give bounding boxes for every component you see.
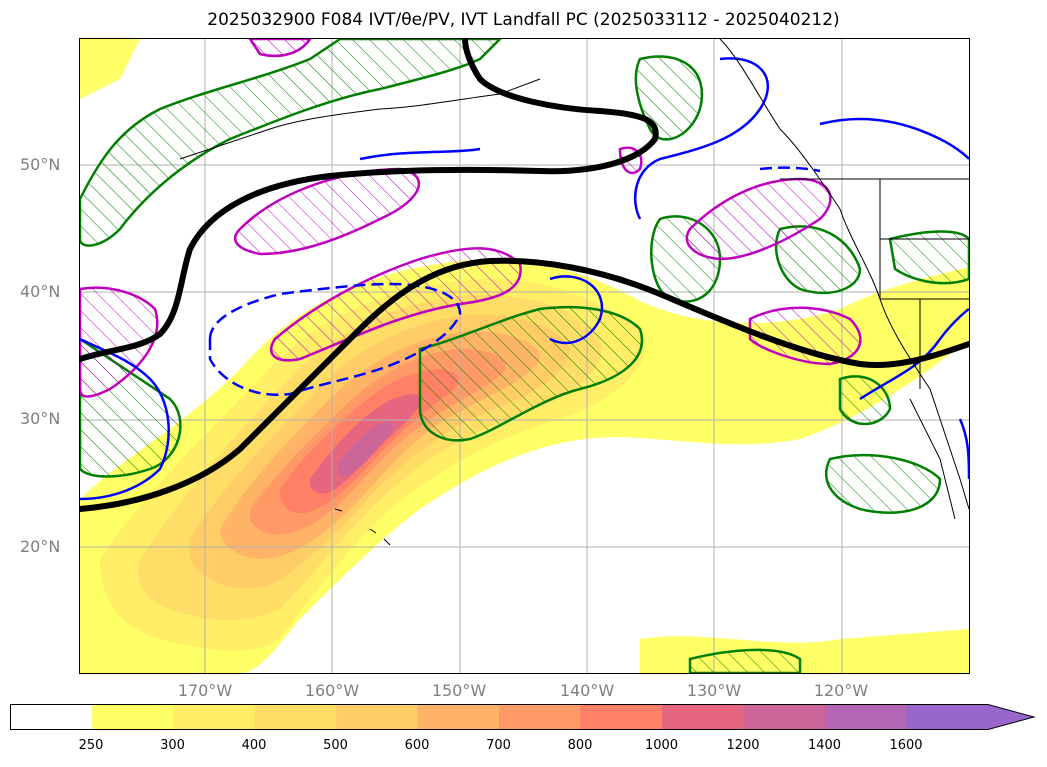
colorbar-tick-label: 800 bbox=[567, 738, 593, 753]
colorbar-tick-label: 400 bbox=[241, 738, 267, 753]
lat-label-30n: 30°N bbox=[20, 409, 61, 428]
blue-contour bbox=[208, 282, 462, 397]
lon-label-150w: 150°W bbox=[431, 681, 487, 700]
colorbar-extend-arrow bbox=[906, 704, 1034, 730]
colorbar-segment bbox=[662, 704, 744, 730]
ivt-colorbar bbox=[10, 704, 1036, 730]
colorbar-segment bbox=[499, 704, 581, 730]
black-contour bbox=[80, 257, 969, 512]
colorbar-outline bbox=[10, 704, 1036, 730]
colorbar-segment bbox=[580, 704, 663, 730]
state-borders bbox=[879, 179, 969, 389]
magenta-contour bbox=[234, 167, 420, 256]
colorbar-tick-label: 1200 bbox=[726, 738, 760, 753]
lat-label-50n: 50°N bbox=[20, 155, 61, 174]
baja-coast bbox=[909, 398, 956, 520]
colorbar-tick-label: 600 bbox=[404, 738, 430, 753]
colorbar-tick-label: 1000 bbox=[644, 738, 679, 753]
colorbar-tick-label: 1400 bbox=[807, 738, 842, 753]
blue-contour bbox=[819, 117, 969, 160]
map-canvas bbox=[80, 39, 969, 673]
colorbar-tick-label: 700 bbox=[486, 738, 511, 753]
green-contour bbox=[418, 305, 644, 442]
blue-contour bbox=[359, 147, 481, 161]
ivt-1200-fill bbox=[336, 421, 394, 477]
magenta-contour bbox=[685, 177, 832, 261]
colorbar-segment bbox=[91, 704, 174, 730]
colorbar-tick-label: 1600 bbox=[889, 738, 923, 753]
green-contour bbox=[774, 225, 862, 295]
ivt-250-fill bbox=[80, 39, 140, 99]
colorbar-segment bbox=[173, 704, 255, 730]
lon-label-140w: 140°W bbox=[559, 681, 615, 700]
colorbar-tick-label: 500 bbox=[323, 738, 348, 753]
black-contour bbox=[80, 39, 659, 362]
colorbar-segment bbox=[743, 704, 826, 730]
magenta-contour bbox=[80, 286, 159, 398]
colorbar-segment-below bbox=[10, 704, 92, 730]
magenta-contour bbox=[269, 247, 522, 362]
lon-label-170w: 170°W bbox=[177, 681, 233, 700]
colorbar-segment bbox=[417, 704, 500, 730]
magenta-contour bbox=[748, 306, 862, 366]
colorbar-segment bbox=[336, 704, 418, 730]
blue-contour bbox=[633, 57, 770, 220]
green-contour bbox=[634, 55, 704, 141]
alaska-coast bbox=[179, 78, 541, 160]
map-panel bbox=[79, 38, 970, 674]
lat-label-20n: 20°N bbox=[20, 537, 61, 556]
blue-contour bbox=[80, 337, 170, 501]
lon-label-130w: 130°W bbox=[686, 681, 742, 700]
magenta-contours bbox=[80, 39, 862, 398]
green-contour bbox=[80, 39, 502, 247]
colorbar-tick-label: 300 bbox=[160, 738, 185, 753]
map-title: 2025032900 F084 IVT/θe/PV, IVT Landfall … bbox=[207, 10, 840, 30]
hawaii-islands bbox=[334, 508, 391, 546]
lon-label-120w: 120°W bbox=[813, 681, 869, 700]
green-contour bbox=[688, 648, 802, 673]
green-contour bbox=[825, 453, 942, 514]
green-contour bbox=[888, 230, 969, 285]
blue-contour bbox=[859, 307, 969, 401]
black-contours bbox=[80, 39, 969, 512]
blue-contour bbox=[958, 418, 969, 480]
blue-contours bbox=[80, 57, 969, 501]
colorbar-segment bbox=[254, 704, 337, 730]
coastlines bbox=[179, 39, 969, 546]
lat-label-40n: 40°N bbox=[20, 282, 61, 301]
lon-label-160w: 160°W bbox=[304, 681, 360, 700]
blue-contour bbox=[759, 166, 821, 173]
colorbar-segment bbox=[825, 704, 907, 730]
colorbar-tick-label: 250 bbox=[78, 738, 104, 753]
blue-contour bbox=[549, 275, 604, 345]
magenta-contour bbox=[248, 39, 312, 58]
north-america-coast bbox=[719, 39, 969, 510]
